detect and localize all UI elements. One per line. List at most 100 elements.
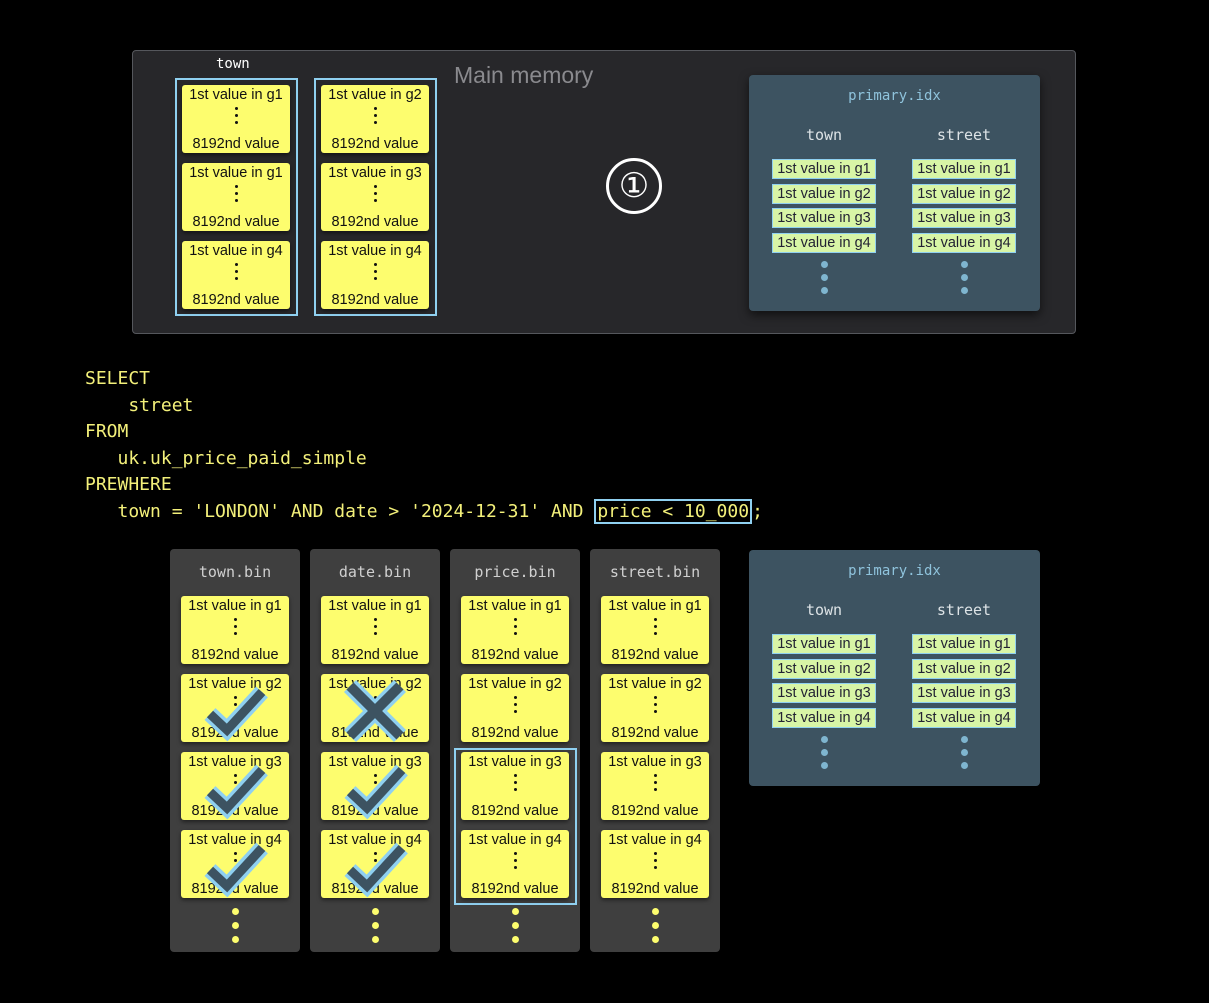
- granule-card: 1st value in g4 8192nd value: [321, 830, 429, 898]
- granule-last-value: 8192nd value: [191, 647, 279, 663]
- granule-last-value: 8192nd value: [471, 803, 559, 819]
- index-column-header: street: [936, 601, 992, 619]
- granule-card: 1st value in g4 8192nd value: [182, 241, 290, 309]
- index-entry: 1st value in g3: [912, 683, 1016, 703]
- checkmark-icon: [200, 832, 270, 902]
- granule-first-value: 1st value in g3: [188, 754, 282, 770]
- granule-last-value: 8192nd value: [192, 292, 280, 308]
- loaded-column-group: [314, 78, 437, 316]
- granule-card: 1st value in g1 8192nd value: [321, 596, 429, 664]
- granule-first-value: 1st value in g2: [188, 676, 282, 692]
- primary-index-panel: primary.idx town 1st value in g1 1st value …: [749, 75, 1040, 311]
- sql-line: PREWHERE: [85, 474, 172, 495]
- granule-first-value: 1st value in g1: [188, 598, 282, 614]
- index-column-header: town: [805, 601, 843, 619]
- bin-file-title: street.bin: [609, 563, 701, 581]
- granule-first-value: 1st value in g2: [608, 676, 702, 692]
- sql-query: SELECT street FROM uk.uk_price_paid_simpl…: [85, 366, 763, 525]
- more-dot-icon: [372, 908, 379, 915]
- more-dot-icon: [961, 274, 968, 281]
- granule-last-value: 8192nd value: [611, 803, 699, 819]
- index-entry: 1st value in g3: [772, 208, 876, 228]
- granule-last-value: 8192nd value: [611, 881, 699, 897]
- more-dot-icon: [821, 287, 828, 294]
- more-dot-icon: [821, 749, 828, 756]
- bin-file-title: town.bin: [198, 563, 272, 581]
- index-entry: 1st value in g2: [912, 658, 1016, 679]
- more-dot-icon: [512, 936, 519, 943]
- sql-line: SELECT: [85, 368, 151, 389]
- more-dot-icon: [372, 922, 379, 929]
- granule-first-value: 1st value in g3: [468, 754, 562, 770]
- more-dot-icon: [821, 762, 828, 769]
- granule-last-value: 8192nd value: [192, 214, 280, 230]
- vertical-ellipsis-icon: [373, 618, 377, 639]
- granule-first-value: 1st value in g4: [188, 832, 282, 848]
- granule-first-value: 1st value in g2: [328, 87, 422, 103]
- more-dot-icon: [821, 261, 828, 268]
- index-entry: 1st value in g2: [772, 183, 876, 204]
- more-dot-icon: [652, 922, 659, 929]
- vertical-ellipsis-icon: [373, 107, 377, 128]
- vertical-ellipsis-icon: [233, 618, 237, 639]
- granule-card: 1st value in g2 8192nd value: [321, 85, 429, 153]
- vertical-ellipsis-icon: [513, 774, 517, 795]
- granule-first-value: 1st value in g1: [328, 598, 422, 614]
- index-entry: 1st value in g3: [912, 208, 1016, 228]
- granule-last-value: 8192nd value: [611, 725, 699, 741]
- granule-card: 1st value in g2 8192nd value: [601, 674, 709, 742]
- granule-card: 1st value in g4 8192nd value: [461, 830, 569, 898]
- selected-granules-highlight: [454, 748, 577, 905]
- granule-card: 1st value in g1 8192nd value: [181, 596, 289, 664]
- more-dot-icon: [961, 736, 968, 743]
- granule-card: 1st value in g1 8192nd value: [461, 596, 569, 664]
- vertical-ellipsis-icon: [234, 107, 238, 128]
- sql-line: FROM: [85, 421, 129, 442]
- more-dot-icon: [232, 922, 239, 929]
- granule-card: 1st value in g3 8192nd value: [461, 752, 569, 820]
- granule-card: 1st value in g3 8192nd value: [321, 163, 429, 231]
- index-entry: 1st value in g4: [912, 707, 1016, 728]
- granule-last-value: 8192nd value: [471, 881, 559, 897]
- index-entry: 1st value in g1: [912, 634, 1016, 654]
- vertical-ellipsis-icon: [373, 263, 377, 284]
- granule-first-value: 1st value in g3: [328, 754, 422, 770]
- town-column-label: town: [216, 56, 250, 72]
- granule-first-value: 1st value in g1: [189, 87, 283, 103]
- more-dot-icon: [961, 749, 968, 756]
- granule-card: 1st value in g3 8192nd value: [601, 752, 709, 820]
- granule-first-value: 1st value in g2: [468, 676, 562, 692]
- vertical-ellipsis-icon: [513, 618, 517, 639]
- index-entry: 1st value in g3: [772, 683, 876, 703]
- more-dot-icon: [961, 287, 968, 294]
- index-entry: 1st value in g1: [772, 634, 876, 654]
- bin-file-title: date.bin: [338, 563, 412, 581]
- more-dot-icon: [652, 908, 659, 915]
- granule-card: 1st value in g4 8192nd value: [321, 241, 429, 309]
- granule-first-value: 1st value in g4: [328, 243, 422, 259]
- index-entry: 1st value in g1: [772, 159, 876, 179]
- index-title: primary.idx: [848, 563, 941, 579]
- step-1-marker: ①: [606, 158, 662, 214]
- more-dot-icon: [512, 908, 519, 915]
- primary-index-panel: primary.idx town 1st value in g1 1st value …: [749, 550, 1040, 786]
- granule-first-value: 1st value in g1: [189, 165, 283, 181]
- more-dot-icon: [652, 936, 659, 943]
- more-dot-icon: [821, 736, 828, 743]
- sql-condition-text: town = 'LONDON' AND date > '2024-12-31' …: [85, 500, 595, 522]
- loaded-column-group: [175, 78, 298, 316]
- highlighted-condition: price < 10_000: [594, 498, 753, 524]
- vertical-ellipsis-icon: [513, 852, 517, 873]
- vertical-ellipsis-icon: [234, 263, 238, 284]
- vertical-ellipsis-icon: [653, 852, 657, 873]
- vertical-ellipsis-icon: [653, 696, 657, 717]
- granule-first-value: 1st value in g4: [468, 832, 562, 848]
- granule-first-value: 1st value in g3: [328, 165, 422, 181]
- granule-card: 1st value in g1 8192nd value: [182, 85, 290, 153]
- index-entry: 1st value in g4: [772, 707, 876, 728]
- more-dot-icon: [232, 936, 239, 943]
- more-dot-icon: [961, 762, 968, 769]
- granule-first-value: 1st value in g1: [468, 598, 562, 614]
- sql-line: town = 'LONDON' AND date > '2024-12-31' …: [85, 498, 763, 526]
- granule-last-value: 8192nd value: [192, 136, 280, 152]
